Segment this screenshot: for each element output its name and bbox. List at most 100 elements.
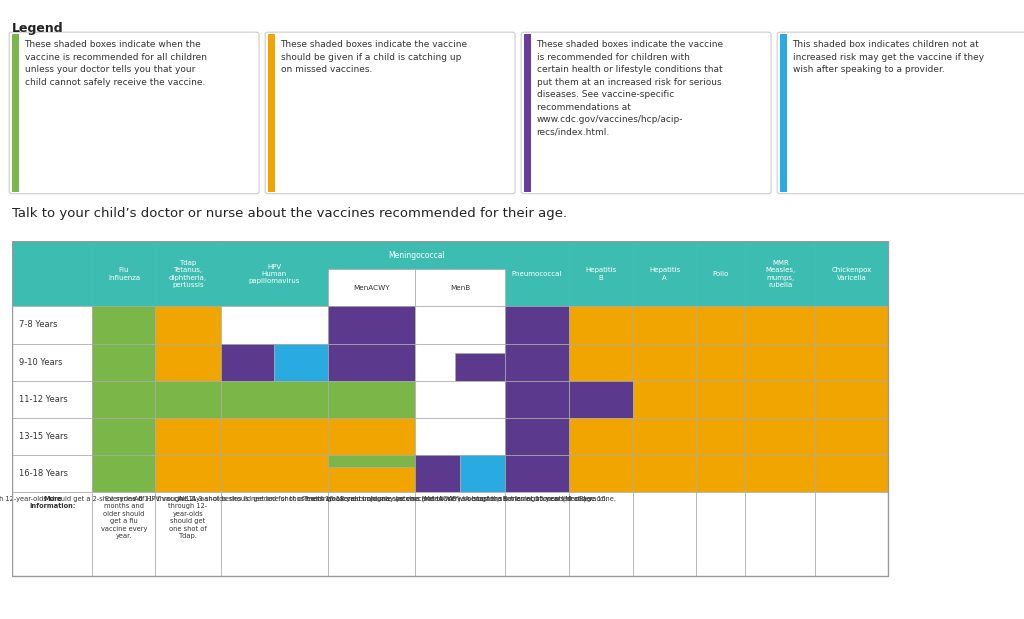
Text: Hepatitis
B: Hepatitis B	[586, 267, 616, 280]
Text: Chickenpox
Varicella: Chickenpox Varicella	[831, 267, 871, 280]
Bar	[415, 306, 505, 344]
Text: MenB: MenB	[450, 285, 470, 290]
Text: These shaded boxes indicate when the
vaccine is recommended for all children
unl: These shaded boxes indicate when the vac…	[25, 40, 207, 87]
Bar	[696, 492, 745, 576]
Bar	[633, 241, 696, 306]
Bar	[460, 455, 505, 492]
Bar	[633, 455, 696, 492]
Bar	[12, 241, 888, 576]
Text: Hepatitis
A: Hepatitis A	[649, 267, 680, 280]
Bar	[92, 455, 156, 492]
Bar	[328, 269, 415, 306]
Text: HPV
Human
papillomavirus: HPV Human papillomavirus	[249, 264, 300, 284]
Bar	[815, 455, 888, 492]
Bar	[12, 455, 92, 492]
Bar	[815, 241, 888, 306]
Bar	[220, 418, 328, 455]
Text: Talk to your child’s doctor or nurse about the vaccines recommended for their ag: Talk to your child’s doctor or nurse abo…	[12, 207, 567, 220]
Bar	[415, 492, 505, 576]
Bar	[505, 344, 569, 381]
Bar	[92, 344, 156, 381]
Bar	[505, 381, 569, 418]
Text: All 11- through 12-year-olds should get a 2-shot series of HPV vaccine. A 3-shot: All 11- through 12-year-olds should get …	[0, 496, 594, 502]
Bar	[505, 306, 569, 344]
Bar	[156, 241, 220, 306]
Bar	[696, 381, 745, 418]
Bar	[815, 418, 888, 455]
Text: These shaded boxes indicate the vaccine
is recommended for children with
certain: These shaded boxes indicate the vaccine …	[537, 40, 724, 137]
Bar	[745, 241, 815, 306]
Bar	[156, 455, 220, 492]
Bar	[815, 381, 888, 418]
Text: Pneumococcal: Pneumococcal	[512, 271, 562, 277]
Bar	[505, 418, 569, 455]
Bar	[12, 418, 92, 455]
Bar	[328, 455, 415, 467]
Bar	[745, 418, 815, 455]
Bar	[505, 492, 569, 576]
Bar	[633, 492, 696, 576]
Text: Polio: Polio	[713, 271, 729, 277]
Bar	[220, 344, 274, 381]
Bar	[505, 241, 569, 306]
Bar	[415, 418, 505, 455]
Bar	[633, 418, 696, 455]
Text: Tdap
Tetanus,
diphtheria,
pertussis: Tdap Tetanus, diphtheria, pertussis	[169, 260, 207, 288]
Bar	[12, 492, 92, 576]
Bar	[696, 418, 745, 455]
Bar	[815, 344, 888, 381]
Bar	[328, 467, 415, 492]
Bar	[328, 306, 415, 344]
Text: 16-18 Years: 16-18 Years	[19, 469, 69, 478]
Bar	[745, 492, 815, 576]
Text: 7-8 Years: 7-8 Years	[19, 321, 57, 329]
Bar	[569, 455, 633, 492]
Text: Meningococcal: Meningococcal	[388, 251, 444, 259]
Bar	[92, 306, 156, 344]
Bar	[220, 306, 328, 344]
Bar	[633, 306, 696, 344]
Bar	[505, 455, 569, 492]
Bar	[328, 241, 505, 269]
Bar	[569, 344, 633, 381]
Bar	[328, 241, 415, 306]
Bar	[415, 381, 505, 418]
Bar	[156, 492, 220, 576]
Bar	[156, 418, 220, 455]
Bar	[569, 306, 633, 344]
Text: 13-15 Years: 13-15 Years	[19, 432, 69, 441]
Bar	[220, 492, 328, 576]
Bar	[328, 492, 415, 576]
Bar	[456, 353, 505, 381]
Text: 9-10 Years: 9-10 Years	[19, 358, 62, 366]
Bar	[745, 455, 815, 492]
Bar	[696, 455, 745, 492]
Bar	[220, 455, 328, 492]
Bar	[633, 381, 696, 418]
Bar	[220, 241, 328, 306]
Bar	[156, 381, 220, 418]
Bar	[633, 344, 696, 381]
Bar	[569, 381, 633, 418]
Bar	[815, 492, 888, 576]
Text: Flu
Influenza: Flu Influenza	[108, 267, 140, 280]
Text: Teens 16-18 years old may be vaccinated with a serogroup B meningococcal (MenB) : Teens 16-18 years old may be vaccinated …	[304, 496, 616, 503]
Bar	[569, 418, 633, 455]
Bar	[569, 492, 633, 576]
Bar	[328, 418, 415, 455]
Bar	[415, 269, 505, 306]
Bar	[696, 306, 745, 344]
Bar	[220, 381, 328, 418]
Bar	[92, 492, 156, 576]
Bar	[696, 241, 745, 306]
Bar	[274, 344, 328, 381]
Text: Everyone 6
months and
older should
get a flu
vaccine every
year.: Everyone 6 months and older should get a…	[100, 496, 147, 539]
Text: Legend: Legend	[12, 22, 63, 35]
Bar	[328, 381, 415, 418]
Bar	[415, 455, 460, 492]
Bar	[156, 344, 220, 381]
Text: MMR
Measles,
mumps,
rubella: MMR Measles, mumps, rubella	[765, 260, 796, 288]
Bar	[12, 306, 92, 344]
Bar	[328, 344, 415, 381]
Text: This shaded box indicates children not at
increased risk may get the vaccine if : This shaded box indicates children not a…	[793, 40, 984, 74]
